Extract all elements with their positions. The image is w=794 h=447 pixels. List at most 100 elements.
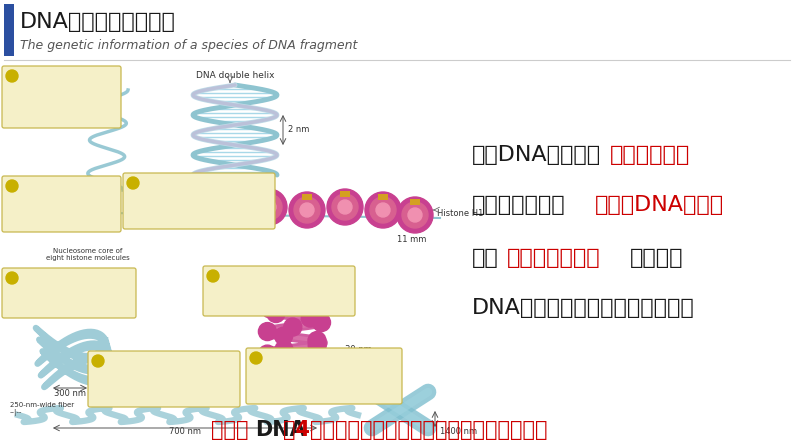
FancyBboxPatch shape (2, 66, 121, 128)
Circle shape (92, 355, 104, 367)
FancyBboxPatch shape (246, 348, 402, 404)
Circle shape (175, 189, 211, 225)
Circle shape (250, 352, 262, 364)
Circle shape (213, 192, 249, 228)
FancyBboxPatch shape (4, 4, 14, 56)
Circle shape (186, 200, 200, 214)
Text: 700 nm: 700 nm (169, 427, 201, 437)
Text: DNA is complexed
with histones to
form nucleosomes.: DNA is complexed with histones to form n… (32, 199, 91, 215)
Text: Histone H1: Histone H1 (437, 208, 484, 218)
Circle shape (6, 70, 18, 82)
FancyBboxPatch shape (150, 194, 160, 200)
Circle shape (224, 203, 238, 217)
Circle shape (148, 203, 162, 217)
Text: DNA: DNA (255, 420, 306, 440)
FancyBboxPatch shape (123, 173, 275, 229)
Circle shape (137, 192, 173, 228)
Text: 一个DNA分子上有: 一个DNA分子上有 (472, 145, 601, 165)
Circle shape (332, 194, 358, 220)
Circle shape (283, 350, 302, 367)
FancyBboxPatch shape (302, 194, 312, 200)
Circle shape (262, 200, 276, 214)
Circle shape (256, 194, 282, 220)
FancyBboxPatch shape (264, 191, 274, 197)
Circle shape (370, 197, 396, 223)
FancyBboxPatch shape (410, 199, 420, 205)
Text: 300 nm: 300 nm (54, 388, 86, 397)
Text: 特定的DNA片段，: 特定的DNA片段， (595, 195, 723, 215)
Circle shape (314, 291, 332, 309)
Text: 3: 3 (131, 181, 135, 186)
Text: 6: 6 (96, 358, 100, 363)
Circle shape (142, 197, 168, 223)
Circle shape (267, 304, 285, 323)
Circle shape (327, 189, 363, 225)
Text: 许多个基因，: 许多个基因， (610, 145, 690, 165)
Circle shape (397, 197, 433, 233)
Circle shape (312, 354, 330, 372)
Text: Each nucleosome consists of
eight histone proteins around
which the DNA wraps 1.: Each nucleosome consists of eight histon… (147, 196, 252, 212)
FancyBboxPatch shape (188, 191, 198, 197)
Text: 5: 5 (10, 275, 14, 281)
Circle shape (300, 203, 314, 217)
Text: ...that forms loops averaging
300 nm in length.: ...that forms loops averaging 300 nm in … (23, 291, 114, 301)
Text: The nucleosomes fold up to
produce a 30-nm fiber...: The nucleosomes fold up to produce a 30-… (235, 289, 322, 299)
Circle shape (408, 208, 422, 222)
Circle shape (293, 295, 311, 313)
Text: 250-nm-wide fiber: 250-nm-wide fiber (10, 402, 74, 408)
Circle shape (402, 202, 428, 228)
Circle shape (275, 341, 293, 358)
Circle shape (294, 197, 320, 223)
Circle shape (289, 192, 325, 228)
Text: 特定的遗传效应: 特定的遗传效应 (507, 248, 600, 268)
FancyBboxPatch shape (88, 351, 240, 407)
Circle shape (258, 323, 276, 341)
Circle shape (207, 270, 219, 282)
Text: 1400 nm: 1400 nm (440, 427, 477, 437)
Circle shape (376, 203, 390, 217)
Circle shape (308, 332, 326, 350)
Text: Nucleosome core of
eight histone molecules: Nucleosome core of eight histone molecul… (46, 248, 130, 261)
Circle shape (261, 300, 279, 318)
Text: Tight coiling of the 250-nm
fiber produces the chromatid
of a chromosome.: Tight coiling of the 250-nm fiber produc… (278, 371, 370, 387)
Circle shape (313, 313, 330, 332)
FancyBboxPatch shape (378, 194, 388, 200)
Text: ，这说明: ，这说明 (630, 248, 683, 268)
Circle shape (338, 200, 352, 214)
Text: 11 mm: 11 mm (397, 236, 426, 245)
Circle shape (302, 358, 319, 377)
Text: 4: 4 (211, 274, 215, 278)
Circle shape (6, 180, 18, 192)
FancyBboxPatch shape (2, 268, 136, 318)
Circle shape (218, 197, 244, 223)
Text: The 300-nm loops are
compressed and folded to
produce a 250-nm-wide fiber.: The 300-nm loops are compressed and fold… (118, 374, 210, 390)
Text: 2: 2 (10, 184, 13, 189)
Text: 为什么: 为什么 (211, 420, 249, 440)
Text: 1: 1 (10, 73, 13, 79)
Circle shape (301, 309, 319, 327)
Circle shape (275, 327, 293, 345)
Text: --|--: --|-- (10, 409, 22, 417)
Circle shape (268, 363, 285, 381)
Text: 每一个基因都是: 每一个基因都是 (472, 195, 565, 215)
Text: 的4种脱氧核苷酸，能够储存大量的遗传信息？: 的4种脱氧核苷酸，能够储存大量的遗传信息？ (283, 420, 548, 440)
Circle shape (258, 345, 276, 363)
Circle shape (251, 189, 287, 225)
FancyBboxPatch shape (2, 176, 121, 232)
Text: 30 nm: 30 nm (345, 346, 372, 354)
Text: DNA必然蕴含了大量的遗传信息。: DNA必然蕴含了大量的遗传信息。 (472, 298, 695, 318)
Circle shape (127, 177, 139, 189)
Circle shape (308, 336, 326, 354)
FancyBboxPatch shape (340, 191, 350, 197)
FancyBboxPatch shape (203, 266, 355, 316)
Text: 2 nm: 2 nm (288, 126, 310, 135)
Circle shape (180, 194, 206, 220)
Text: DNA片段种的遗传信息: DNA片段种的遗传信息 (20, 12, 176, 32)
FancyBboxPatch shape (226, 194, 236, 200)
Text: At the simplest level, chromatin
is a double-stranded helical
structure of DNA.: At the simplest level, chromatin is a do… (11, 92, 112, 108)
Circle shape (6, 272, 18, 284)
Text: 7: 7 (254, 355, 258, 360)
Text: 有着: 有着 (472, 248, 499, 268)
Circle shape (283, 318, 302, 336)
Text: DNA double helix: DNA double helix (196, 72, 274, 80)
